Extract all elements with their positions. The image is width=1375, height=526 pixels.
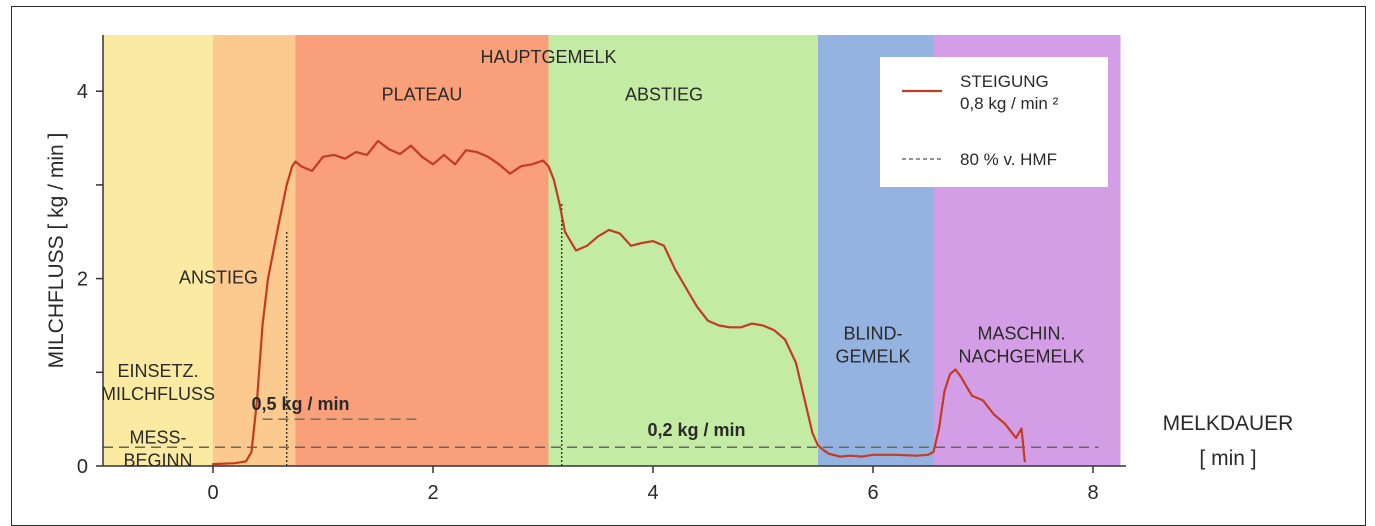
x-tick-label: 2 xyxy=(427,482,438,504)
phase-band xyxy=(213,35,296,466)
phase-label: PLATEAU xyxy=(382,85,463,105)
reference-lines xyxy=(103,203,1099,466)
annotation-label: MESS- xyxy=(129,428,186,448)
annotation-label: EINSETZ. xyxy=(117,361,198,381)
y-tick-label: 2 xyxy=(77,269,88,291)
phase-label: GEMELK xyxy=(835,347,910,367)
phase-label: NACHGEMELK xyxy=(958,347,1084,367)
x-tick-label: 4 xyxy=(647,482,658,504)
y-axis-title: MILCHFLUSS [ kg / min ] xyxy=(45,133,68,369)
legend-label: 80 % v. HMF xyxy=(960,150,1057,169)
phase-label: BLIND- xyxy=(843,324,902,344)
annotations: HAUPTGEMELK EINSETZ. MILCHFLUSS MESS- BEGINN… xyxy=(101,47,746,470)
phase-band xyxy=(103,35,213,466)
phase-band xyxy=(548,35,818,466)
legend-label: 0,8 kg / min ² xyxy=(960,94,1059,113)
annotation-label: BEGINN xyxy=(123,451,192,471)
annotation-label: 0,2 kg / min xyxy=(648,420,746,440)
x-axis-unit: [ min ] xyxy=(1199,447,1256,470)
phase-label: MASCHIN. xyxy=(977,324,1065,344)
x-tick-label: 8 xyxy=(1087,482,1098,504)
legend-label: STEIGUNG xyxy=(960,72,1049,91)
milk-flow-line xyxy=(211,139,1026,466)
x-tick-label: 6 xyxy=(867,482,878,504)
y-tick-label: 0 xyxy=(77,456,88,478)
annotation-label: HAUPTGEMELK xyxy=(480,47,616,67)
axes xyxy=(102,35,1126,467)
x-axis-title: MELKDAUER xyxy=(1163,412,1294,435)
milk-flow-chart: 0 2 4 6 8 0 2 4 ANSTIEG PLATEAU ABSTIEG BLIND- GEME… xyxy=(45,35,1293,504)
phase-label: ABSTIEG xyxy=(625,85,703,105)
axis-ticks: 0 2 4 6 8 0 2 4 xyxy=(77,81,1099,504)
phase-band xyxy=(295,35,549,466)
annotation-label: 0,5 kg / min xyxy=(252,394,350,414)
phase-label: ANSTIEG xyxy=(179,267,258,287)
phase-labels: ANSTIEG PLATEAU ABSTIEG BLIND- GEMELK MASCHIN… xyxy=(179,85,1085,367)
legend: STEIGUNG 0,8 kg / min ² 80 % v. HMF xyxy=(880,57,1108,187)
legend-box xyxy=(880,57,1108,187)
data-series xyxy=(211,139,1026,466)
y-tick-label: 4 xyxy=(77,81,88,103)
axis-titles: MILCHFLUSS [ kg / min ] MELKDAUER [ min … xyxy=(45,133,1293,470)
annotation-label: MILCHFLUSS xyxy=(101,384,215,404)
x-tick-label: 0 xyxy=(207,482,218,504)
